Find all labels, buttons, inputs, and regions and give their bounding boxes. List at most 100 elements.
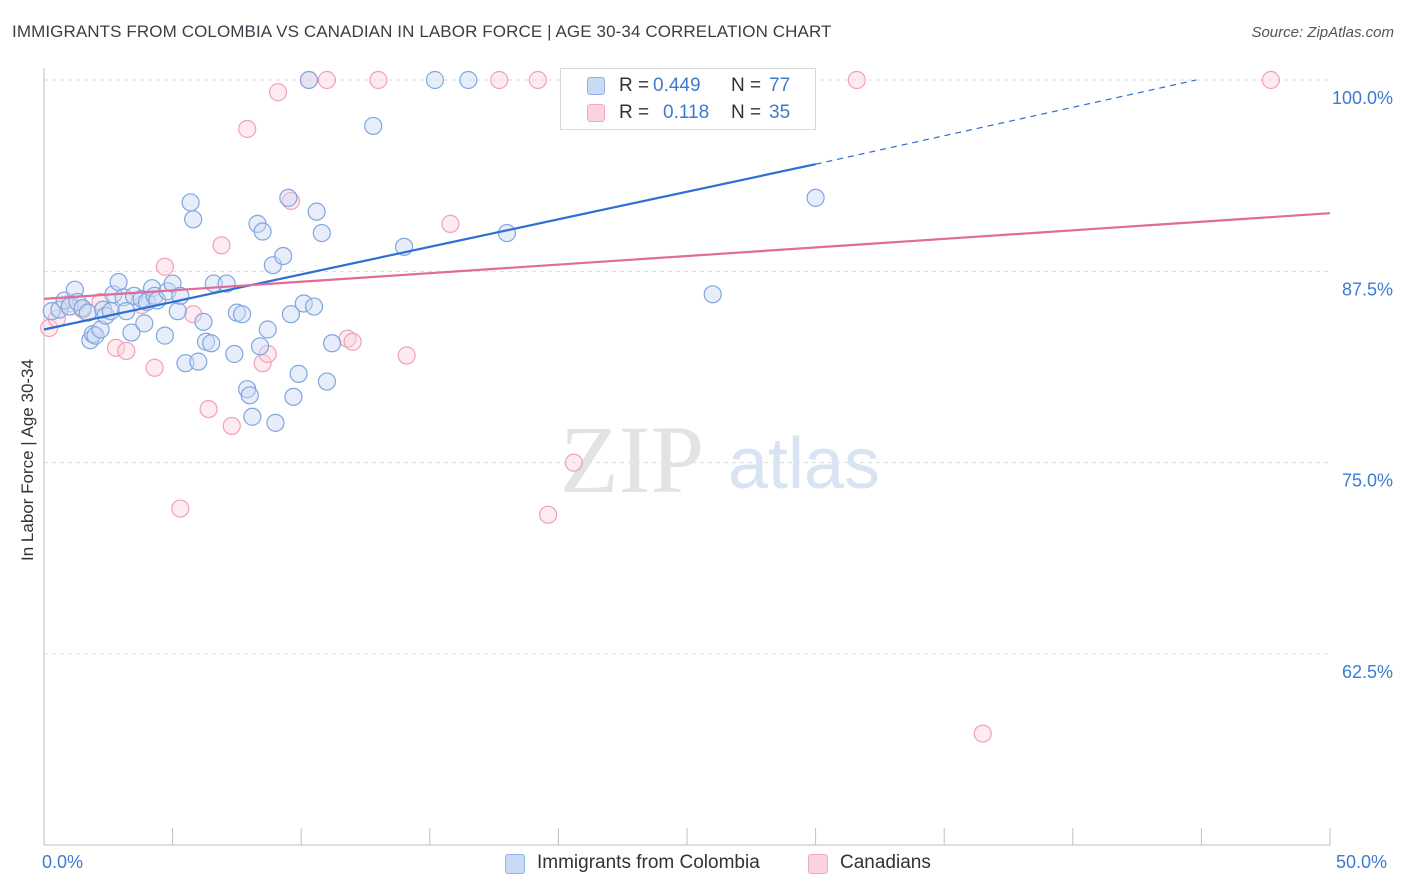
canadians-point: [397, 346, 416, 365]
colombia-point: [225, 344, 244, 364]
colombia-point: [258, 320, 277, 339]
colombia-point: [42, 302, 61, 321]
colombia-point: [91, 320, 110, 339]
colombia-point: [122, 323, 141, 342]
x-tick-max: 50.0%: [1336, 852, 1388, 872]
colombia-point: [281, 305, 301, 324]
canadians-point: [343, 332, 362, 351]
legend-label: Canadians: [840, 852, 931, 873]
colombia-point: [459, 70, 478, 90]
colombia-point: [289, 364, 308, 383]
legend-row-colombia: R = 0.449 N = 77: [587, 75, 807, 99]
canadians-point: [184, 305, 203, 324]
colombia-point: [322, 334, 342, 353]
trend-lines: [43, 79, 1331, 331]
legend-label: Immigrants from Colombia: [537, 852, 760, 873]
canadians-trend-line: [43, 212, 1331, 300]
axes: [43, 68, 1331, 846]
y-tick-label: 87.5%: [1342, 279, 1393, 299]
canadians-point: [117, 341, 136, 361]
watermark: ZIP atlas: [560, 406, 880, 513]
colombia-point: [294, 294, 313, 313]
canadians-point: [973, 724, 992, 743]
y-tick-labels: 62.5% 75.0% 87.5% 100.0%: [1332, 88, 1393, 682]
colombia-point: [194, 312, 213, 331]
legend-r-value: 0.449: [653, 75, 701, 96]
legend-r-label: R =: [619, 102, 650, 123]
colombia-point: [307, 202, 326, 221]
colombia-trend-line: [43, 163, 816, 331]
colombia-point: [50, 300, 69, 319]
canadians-point: [106, 338, 126, 357]
legend-n-label: N =: [731, 75, 762, 96]
colombia-point: [279, 188, 298, 207]
colombia-point: [109, 272, 128, 292]
colombia-point: [155, 326, 174, 345]
colombia-point: [317, 372, 337, 391]
canadians-point: [490, 70, 509, 90]
colombia-point: [243, 407, 262, 426]
y-tick-label: 100.0%: [1332, 88, 1393, 108]
colombia-point: [497, 223, 517, 243]
legend-swatch-pink: [808, 854, 828, 874]
legend-swatch-pink: [587, 104, 605, 122]
watermark-atlas: atlas: [728, 424, 880, 504]
colombia-point: [266, 413, 285, 432]
colombia-point: [284, 387, 303, 406]
canadians-point: [847, 70, 866, 90]
canadians-point: [171, 499, 190, 518]
canadians-point: [155, 257, 174, 276]
correlation-legend: R = 0.449 N = 77 R = 0.118 N = 35: [560, 68, 816, 130]
canadians-point: [258, 344, 277, 364]
colombia-point: [304, 297, 324, 316]
colombia-point: [181, 193, 200, 212]
colombia-point: [703, 285, 722, 304]
legend-item-canadians[interactable]: Canadians: [808, 852, 948, 876]
legend-row-canadians: R = 0.118 N = 35: [587, 102, 807, 126]
legend-n-label: N =: [731, 102, 762, 123]
colombia-point: [232, 305, 252, 324]
colombia-point: [253, 222, 272, 241]
colombia-point: [312, 223, 331, 243]
canadians-point: [564, 453, 583, 472]
canadians-point: [441, 214, 460, 233]
legend-swatch-blue: [505, 854, 525, 874]
canadians-point: [528, 70, 547, 90]
colombia-point: [806, 188, 825, 207]
colombia-trend-extension: [815, 79, 1197, 165]
colombia-point: [274, 246, 293, 266]
y-tick-label: 75.0%: [1342, 471, 1393, 491]
legend-n-value: 35: [769, 102, 791, 123]
colombia-point: [263, 256, 283, 275]
canadians-point: [212, 236, 231, 255]
legend-swatch-blue: [587, 77, 605, 95]
colombia-point: [189, 352, 208, 371]
source-label: Source: ZipAtlas.com: [1251, 24, 1394, 41]
legend-r-label: R =: [619, 75, 650, 96]
legend-n-value: 77: [769, 75, 791, 96]
canadians-point: [268, 83, 288, 102]
chart-title: IMMIGRANTS FROM COLOMBIA VS CANADIAN IN …: [12, 22, 832, 41]
colombia-point: [135, 314, 154, 333]
canadians-point: [238, 119, 257, 139]
canadians-point: [222, 416, 241, 436]
legend-r-value: 0.118: [663, 102, 710, 123]
canadians-point: [369, 70, 388, 90]
colombia-point: [299, 70, 319, 90]
colombia-point: [364, 116, 383, 136]
canadians-point: [281, 191, 301, 211]
colombia-point: [202, 334, 221, 353]
watermark-zip: ZIP: [560, 406, 704, 513]
canadians-point: [317, 70, 337, 90]
y-tick-label: 62.5%: [1342, 662, 1393, 682]
canadians-point: [145, 358, 164, 377]
canadians-point: [199, 399, 218, 419]
grid-lines: [44, 79, 1330, 655]
colombia-point: [184, 210, 203, 229]
colombia-point: [240, 386, 259, 405]
legend-item-colombia[interactable]: Immigrants from Colombia: [505, 852, 785, 876]
colombia-point: [250, 337, 270, 356]
colombia-point: [425, 70, 445, 90]
colombia-point: [168, 302, 187, 321]
